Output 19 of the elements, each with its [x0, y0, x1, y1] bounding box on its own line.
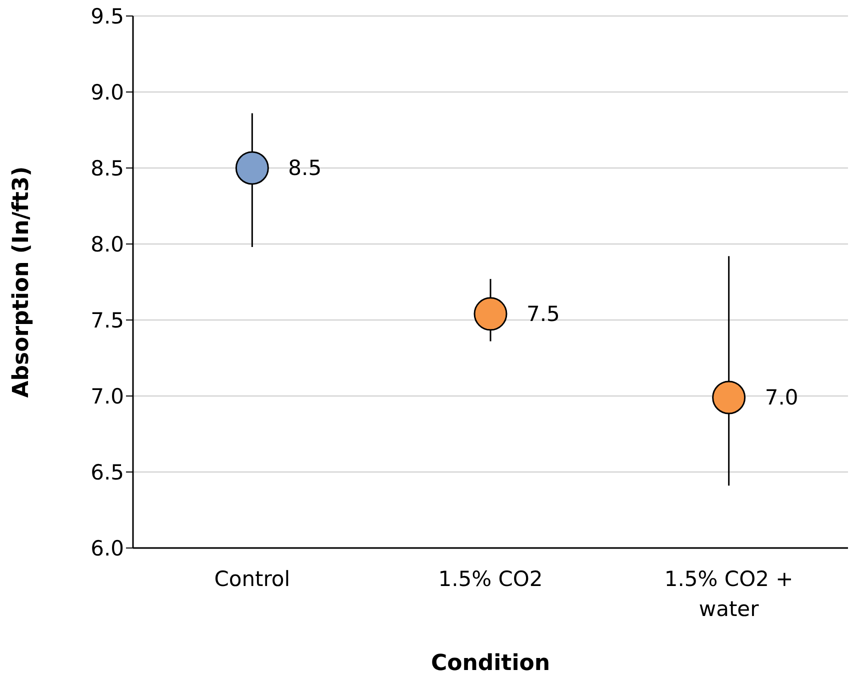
data-label: 8.5 [288, 156, 322, 180]
x-tick-label: Control [214, 567, 290, 591]
point [474, 297, 508, 331]
y-tick-label: 8.0 [90, 232, 124, 256]
data-label: 7.0 [764, 386, 798, 410]
y-tick-label: 7.5 [90, 308, 124, 332]
x-tick-label: 1.5% CO2 [438, 567, 543, 591]
x-axis-title: Condition [430, 651, 550, 676]
y-tick-label: 7.0 [90, 384, 124, 408]
y-tick-label: 8.5 [90, 156, 124, 180]
y-tick-label: 6.0 [90, 536, 124, 560]
y-tick-label: 9.0 [90, 80, 124, 104]
data-label: 7.5 [526, 302, 560, 326]
y-axis-title: Absorption (In/ft3) [8, 166, 34, 398]
x-tick-label: 1.5% CO2 + water [664, 567, 794, 621]
y-tick-label: 6.5 [90, 460, 124, 484]
y-tick-label: 9.5 [90, 4, 124, 28]
point [235, 151, 269, 185]
point [712, 380, 746, 414]
